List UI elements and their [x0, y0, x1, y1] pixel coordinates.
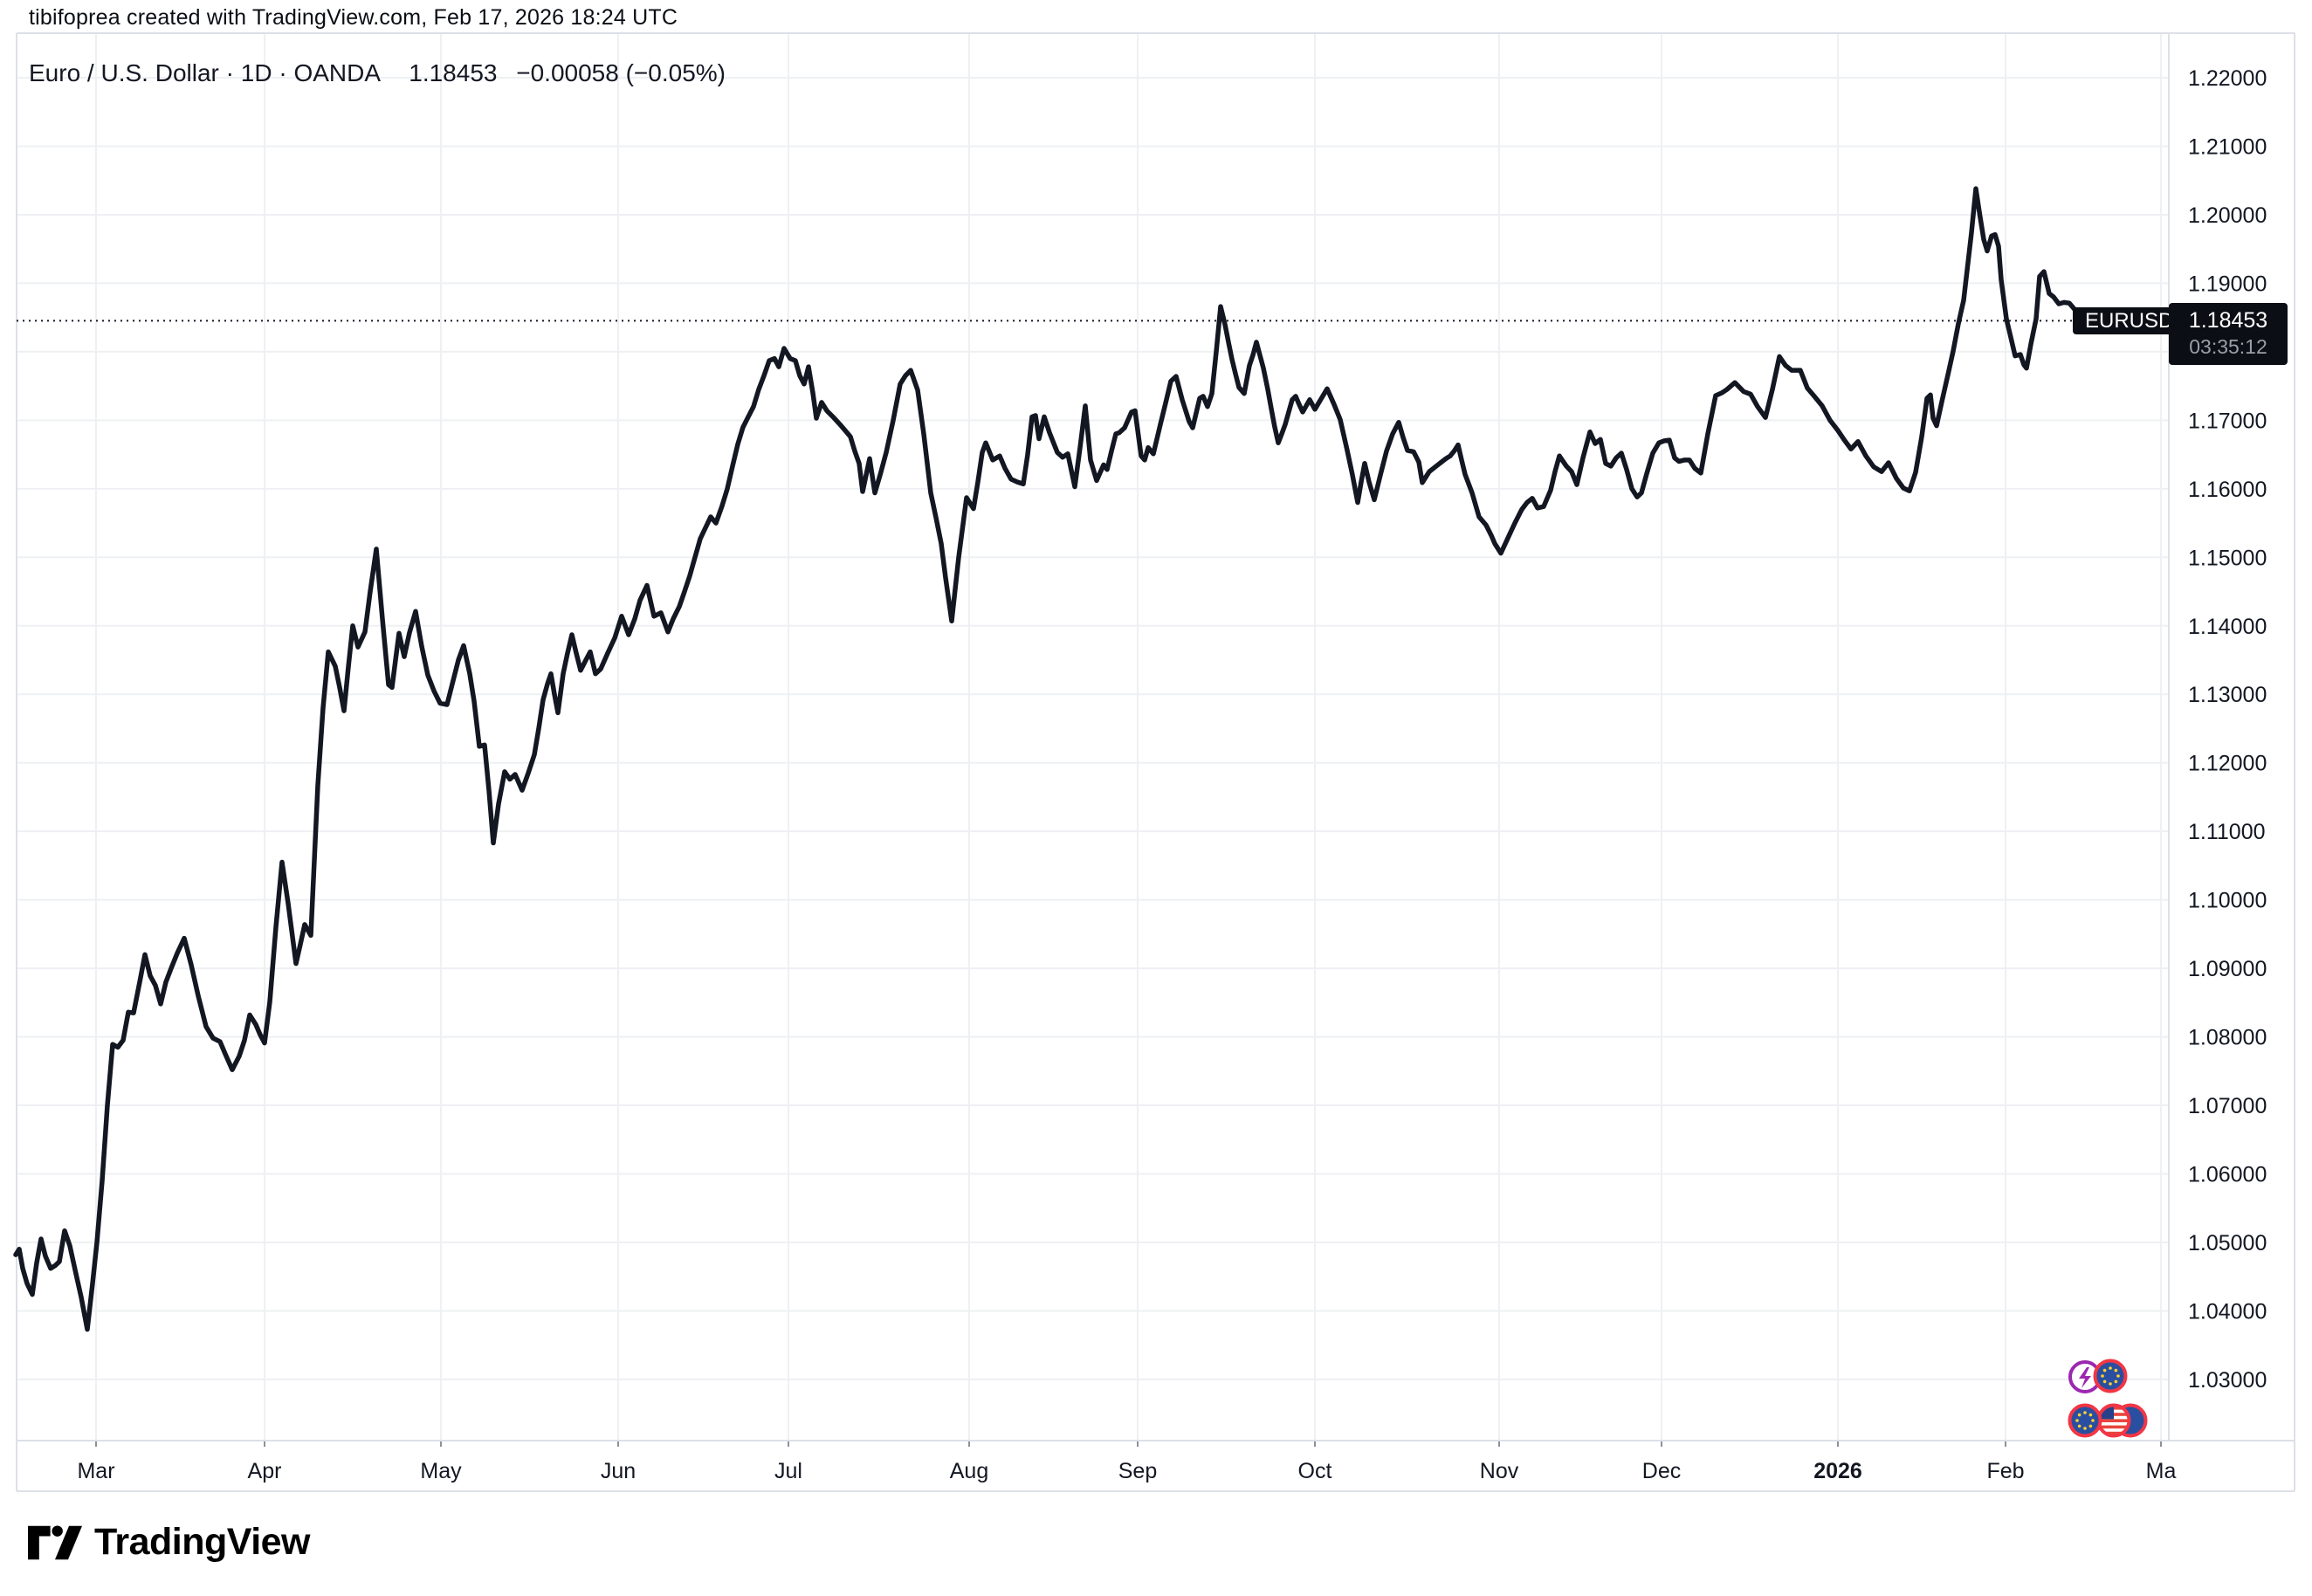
price-axis-label[interactable]: 1.10000 [2188, 889, 2267, 913]
economic-event-markers [2061, 1352, 2157, 1461]
us-flag-event-icon[interactable] [2096, 1403, 2131, 1438]
time-axis-label-nov[interactable]: Nov [1480, 1459, 1519, 1483]
price-axis-label[interactable]: 1.06000 [2188, 1163, 2267, 1187]
last-price-axis-label[interactable]: 1.18453 03:35:12 [2169, 303, 2288, 365]
price-axis-label[interactable]: 1.14000 [2188, 615, 2267, 639]
price-axis-label[interactable]: 1.09000 [2188, 957, 2267, 981]
time-axis-label-sep[interactable]: Sep [1118, 1459, 1157, 1483]
legend-separator-1: · [225, 59, 241, 86]
price-axis-label[interactable]: 1.05000 [2188, 1231, 2267, 1255]
eu-flag-event-icon[interactable] [2093, 1359, 2128, 1393]
time-axis-label-jun[interactable]: Jun [601, 1459, 636, 1483]
time-axis-label-aug[interactable]: Aug [950, 1459, 988, 1483]
legend-separator-2: · [279, 59, 294, 86]
eu-flag-front-icon[interactable] [2068, 1403, 2102, 1438]
price-axis-label[interactable]: 1.11000 [2188, 820, 2266, 844]
price-axis-label[interactable]: 1.22000 [2188, 66, 2267, 91]
price-axis-label[interactable]: 1.08000 [2188, 1026, 2267, 1050]
price-axis-label[interactable]: 1.20000 [2188, 203, 2267, 228]
price-axis-label[interactable]: 1.21000 [2188, 134, 2267, 159]
interval-label[interactable]: 1D [240, 59, 272, 86]
time-axis-label-apr[interactable]: Apr [248, 1459, 282, 1483]
legend-last-price: 1.18453 [409, 59, 498, 86]
chart-legend[interactable]: Euro / U.S. Dollar · 1D · OANDA 1.18453 … [29, 59, 726, 87]
price-line-symbol-flag[interactable]: EURUSD [2073, 307, 2186, 334]
time-axis-label-jul[interactable]: Jul [774, 1459, 802, 1483]
time-axis-label-oct[interactable]: Oct [1298, 1459, 1332, 1483]
symbol-title[interactable]: Euro / U.S. Dollar [29, 59, 219, 86]
price-axis-label[interactable]: 1.17000 [2188, 409, 2267, 433]
price-axis-label[interactable]: 1.12000 [2188, 752, 2267, 776]
price-axis-label[interactable]: 1.19000 [2188, 272, 2267, 296]
tradingview-logo[interactable]: TradingView [28, 1521, 311, 1564]
time-axis-label-2026[interactable]: 2026 [1813, 1459, 1862, 1483]
tradingview-logo-icon [28, 1524, 82, 1559]
time-axis-label-ma[interactable]: Ma [2146, 1459, 2177, 1483]
time-axis-label-mar[interactable]: Mar [77, 1459, 114, 1483]
bar-countdown-timer: 03:35:12 [2189, 335, 2267, 359]
chart-attribution: tibifoprea created with TradingView.com,… [29, 5, 678, 30]
exchange-label[interactable]: OANDA [293, 59, 380, 86]
last-price-value: 1.18453 [2188, 308, 2268, 333]
tradingview-logo-text: TradingView [94, 1521, 311, 1563]
price-axis-label[interactable]: 1.03000 [2188, 1368, 2267, 1393]
price-flag-symbol: EURUSD [2085, 308, 2174, 333]
price-axis-label[interactable]: 1.07000 [2188, 1094, 2267, 1118]
time-axis-label-dec[interactable]: Dec [1642, 1459, 1681, 1483]
price-axis-label[interactable]: 1.15000 [2188, 546, 2267, 570]
eurusd-price-line[interactable] [13, 186, 2088, 1332]
time-axis-label-may[interactable]: May [420, 1459, 462, 1483]
price-axis-label[interactable]: 1.13000 [2188, 683, 2267, 707]
price-axis-label[interactable]: 1.04000 [2188, 1299, 2267, 1324]
time-axis-label-feb[interactable]: Feb [1986, 1459, 2024, 1483]
price-axis-label[interactable]: 1.16000 [2188, 478, 2267, 502]
legend-change: −0.00058 (−0.05%) [516, 59, 726, 86]
